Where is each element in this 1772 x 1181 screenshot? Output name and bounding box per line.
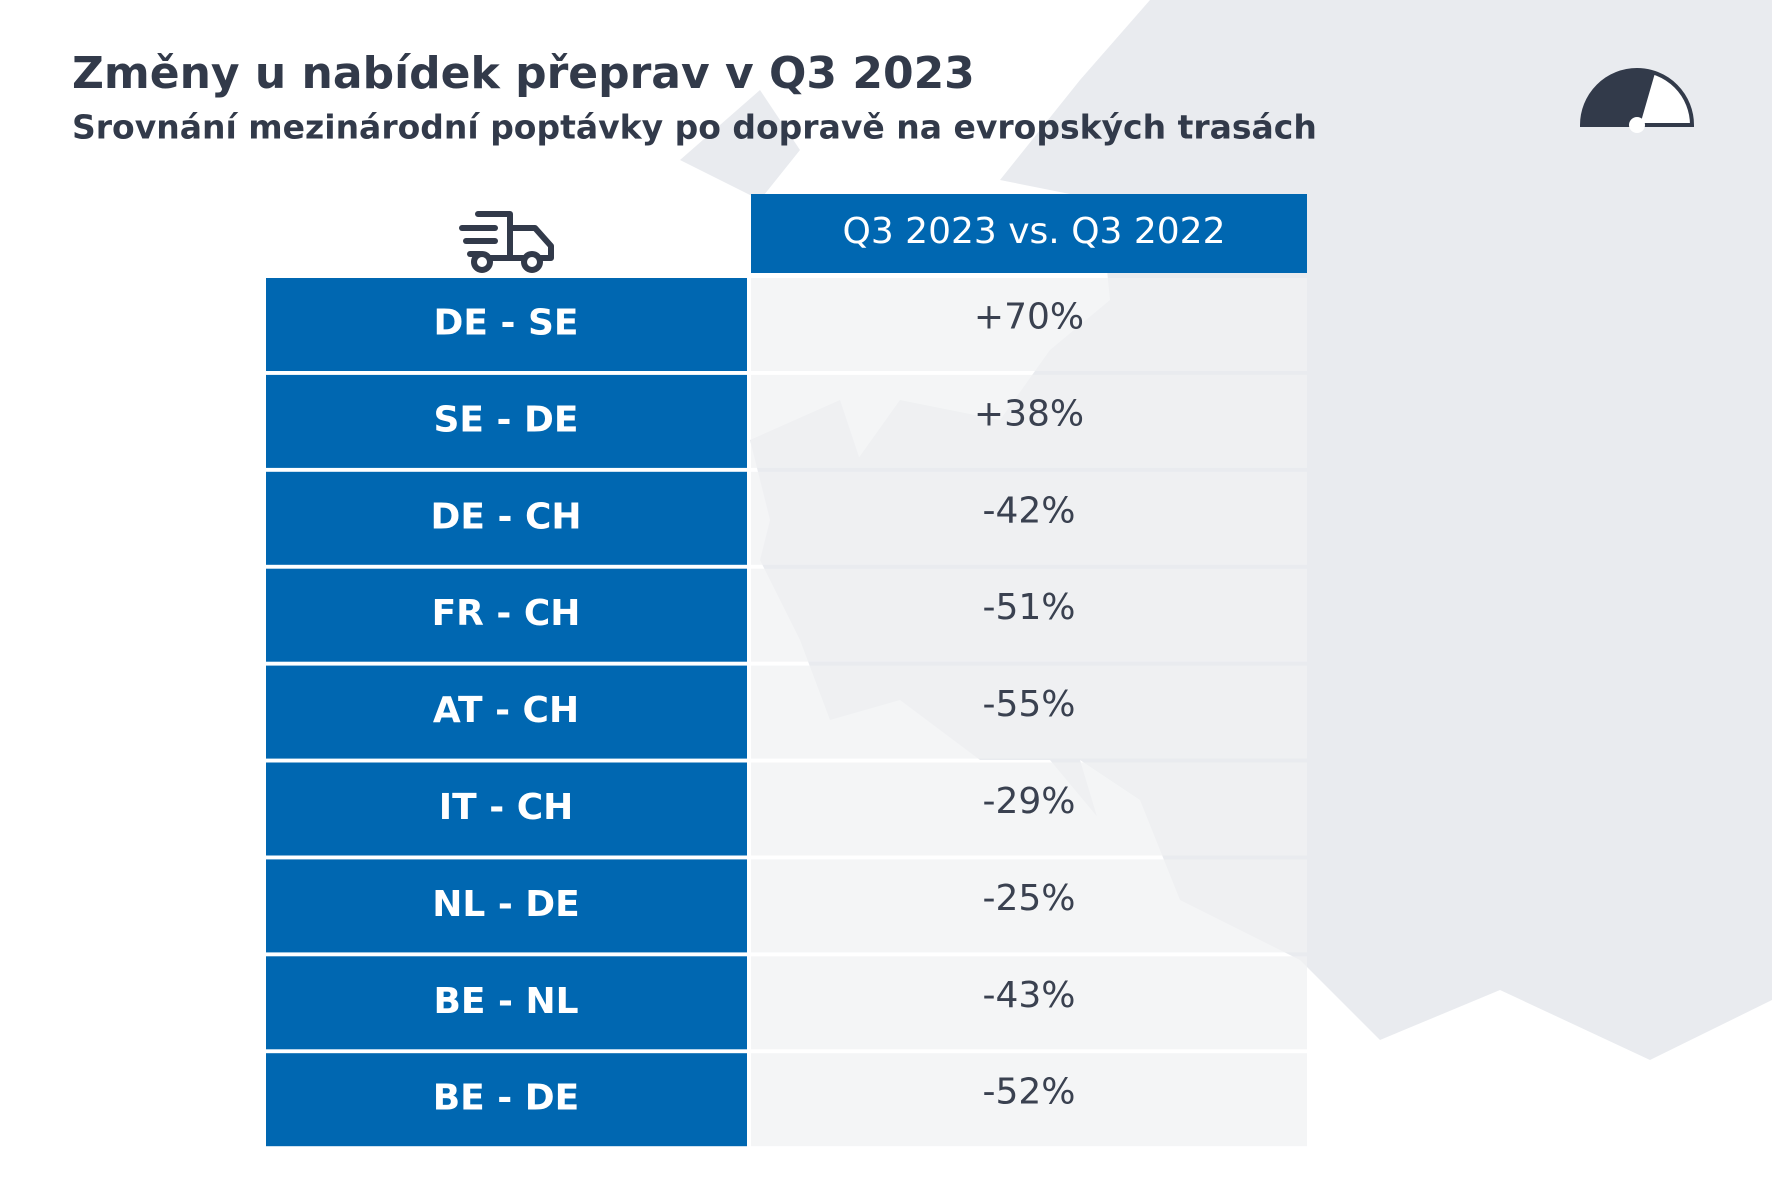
route-label: DE - SE — [433, 303, 578, 344]
route-cell — [266, 665, 747, 759]
route-label: DE - CH — [430, 496, 581, 537]
truck-icon — [459, 211, 554, 273]
change-value: -29% — [982, 781, 1075, 822]
route-cell — [266, 956, 747, 1050]
change-value: -25% — [982, 878, 1075, 919]
table-rows: DE - SE +70% SE - DE +38% DE - CH -42% FR - CH… — [266, 278, 1307, 1147]
change-value: +70% — [974, 297, 1084, 338]
route-label: IT - CH — [439, 787, 574, 828]
route-cell — [266, 762, 747, 856]
route-label: SE - DE — [433, 399, 578, 440]
route-cell — [266, 471, 747, 565]
value-cell — [751, 471, 1307, 565]
route-label: AT - CH — [433, 690, 579, 731]
route-cell — [266, 278, 747, 371]
route-label: BE - DE — [433, 1078, 580, 1119]
route-cell — [266, 374, 747, 468]
value-cell — [751, 665, 1307, 759]
route-label: NL - DE — [432, 884, 580, 925]
column-header: Q3 2023 vs. Q3 2022 — [843, 211, 1226, 252]
route-cell — [266, 859, 747, 953]
change-value: -43% — [982, 975, 1075, 1016]
map-island — [680, 90, 800, 200]
route-label: FR - CH — [432, 593, 581, 634]
change-value: -55% — [982, 684, 1075, 725]
gauge-icon — [1579, 68, 1695, 133]
value-cell — [751, 1053, 1307, 1147]
subtitle: Srovnání mezinárodní poptávky po dopravě… — [72, 108, 1317, 147]
route-cell — [266, 1053, 747, 1147]
change-value: -52% — [982, 1072, 1075, 1113]
title: Změny u nabídek přeprav v Q3 2023 — [72, 48, 975, 99]
change-value: +38% — [974, 393, 1084, 434]
change-value: -42% — [982, 490, 1075, 531]
value-cell — [751, 568, 1307, 662]
value-cell — [751, 374, 1307, 468]
value-cell — [751, 762, 1307, 856]
route-label: BE - NL — [433, 981, 578, 1022]
value-cell — [751, 956, 1307, 1050]
column-header-cell — [751, 194, 1307, 273]
value-cell — [751, 278, 1307, 371]
value-cell — [751, 859, 1307, 953]
change-value: -51% — [982, 587, 1075, 628]
route-cell — [266, 568, 747, 662]
